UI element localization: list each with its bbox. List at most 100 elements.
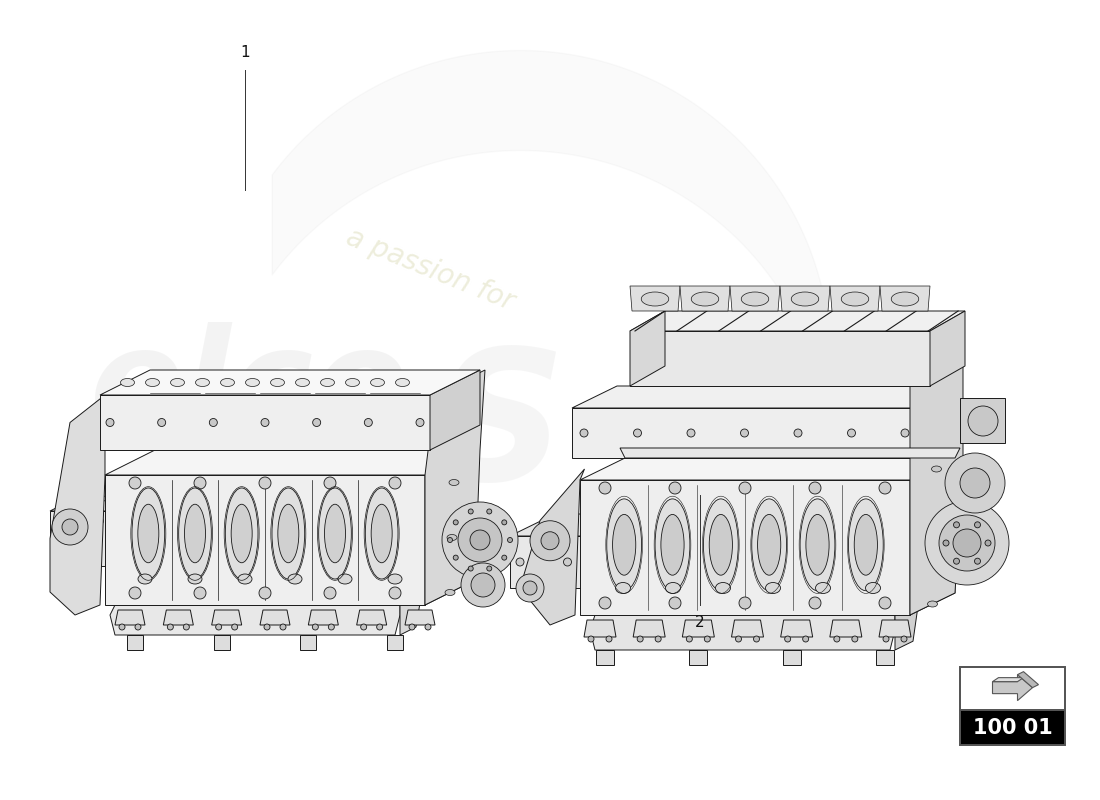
Polygon shape — [992, 678, 1023, 682]
Ellipse shape — [666, 582, 681, 594]
Circle shape — [324, 587, 336, 599]
Polygon shape — [634, 620, 665, 637]
Circle shape — [416, 418, 424, 426]
Polygon shape — [930, 311, 965, 386]
Polygon shape — [910, 458, 955, 615]
Polygon shape — [590, 615, 895, 650]
Polygon shape — [104, 450, 475, 475]
Circle shape — [487, 566, 492, 571]
Ellipse shape — [891, 292, 918, 306]
Circle shape — [258, 477, 271, 489]
Circle shape — [879, 482, 891, 494]
Polygon shape — [572, 386, 962, 408]
Circle shape — [984, 540, 991, 546]
Ellipse shape — [296, 378, 309, 386]
Ellipse shape — [741, 292, 769, 306]
Polygon shape — [584, 620, 616, 637]
Circle shape — [442, 502, 518, 578]
Circle shape — [167, 624, 174, 630]
Ellipse shape — [758, 514, 781, 575]
Ellipse shape — [613, 514, 636, 575]
Circle shape — [376, 624, 383, 630]
Circle shape — [184, 624, 189, 630]
Polygon shape — [100, 370, 480, 395]
Ellipse shape — [271, 378, 285, 386]
Ellipse shape — [164, 495, 176, 502]
Ellipse shape — [138, 574, 152, 584]
Ellipse shape — [81, 515, 103, 527]
Polygon shape — [690, 650, 707, 665]
Circle shape — [52, 509, 88, 545]
Polygon shape — [917, 386, 962, 458]
Polygon shape — [630, 311, 666, 386]
Polygon shape — [960, 398, 1005, 443]
Polygon shape — [596, 650, 614, 665]
Text: a passion for: a passion for — [342, 223, 518, 317]
Circle shape — [280, 624, 286, 630]
Text: 100 01: 100 01 — [972, 718, 1053, 738]
Circle shape — [808, 597, 821, 609]
Polygon shape — [572, 408, 917, 458]
Ellipse shape — [607, 499, 641, 590]
Circle shape — [659, 558, 667, 566]
Circle shape — [808, 482, 821, 494]
Circle shape — [943, 540, 949, 546]
Ellipse shape — [196, 378, 209, 386]
Ellipse shape — [345, 378, 360, 386]
Polygon shape — [430, 370, 480, 450]
Circle shape — [925, 501, 1009, 585]
Circle shape — [939, 515, 996, 571]
Polygon shape — [879, 620, 911, 637]
Circle shape — [458, 518, 502, 562]
Text: elco: elco — [90, 322, 410, 458]
Ellipse shape — [262, 515, 284, 527]
Polygon shape — [829, 620, 861, 637]
Ellipse shape — [226, 488, 258, 579]
Circle shape — [610, 558, 619, 566]
Polygon shape — [910, 356, 962, 615]
Ellipse shape — [338, 574, 352, 584]
Circle shape — [975, 558, 980, 564]
Circle shape — [312, 418, 321, 426]
Ellipse shape — [126, 515, 148, 527]
Circle shape — [953, 529, 981, 557]
Polygon shape — [1018, 672, 1038, 688]
Circle shape — [502, 555, 507, 560]
Ellipse shape — [932, 466, 942, 472]
Circle shape — [688, 429, 695, 437]
Ellipse shape — [365, 488, 398, 579]
Ellipse shape — [220, 378, 234, 386]
Circle shape — [469, 566, 473, 571]
Ellipse shape — [170, 378, 185, 386]
Ellipse shape — [211, 495, 222, 502]
Ellipse shape — [238, 574, 252, 584]
Circle shape — [469, 509, 473, 514]
Ellipse shape — [656, 499, 690, 590]
Circle shape — [975, 522, 980, 528]
Bar — [960, 667, 1065, 745]
Ellipse shape — [304, 495, 316, 502]
Ellipse shape — [791, 292, 818, 306]
Ellipse shape — [245, 378, 260, 386]
Circle shape — [361, 624, 366, 630]
Circle shape — [522, 581, 537, 595]
Polygon shape — [876, 650, 894, 665]
Ellipse shape — [447, 534, 456, 541]
Ellipse shape — [806, 514, 829, 575]
Ellipse shape — [842, 292, 869, 306]
Circle shape — [954, 558, 959, 564]
Polygon shape — [520, 469, 584, 625]
Polygon shape — [356, 610, 387, 625]
Polygon shape — [260, 610, 290, 625]
Circle shape — [312, 624, 318, 630]
Polygon shape — [213, 635, 230, 650]
Ellipse shape — [371, 378, 385, 386]
Circle shape — [232, 624, 238, 630]
Circle shape — [600, 597, 610, 609]
Ellipse shape — [138, 504, 158, 562]
Circle shape — [588, 636, 594, 642]
Circle shape — [516, 574, 544, 602]
Polygon shape — [510, 536, 815, 588]
Polygon shape — [104, 475, 425, 605]
Circle shape — [740, 429, 748, 437]
